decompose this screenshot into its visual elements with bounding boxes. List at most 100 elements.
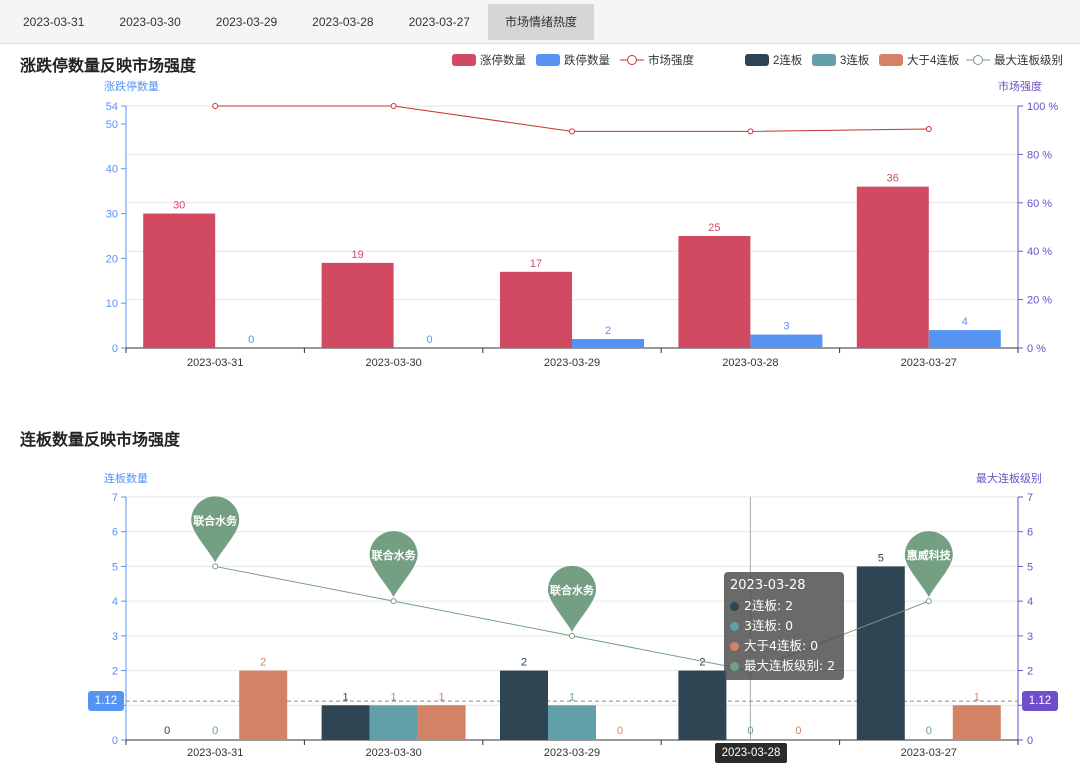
y-tick-right-label: 3: [1027, 631, 1033, 643]
legend-label: 跌停数量: [564, 53, 610, 67]
chart2-title: 连板数量反映市场强度: [20, 430, 181, 449]
x-tick-label: 2023-03-29: [544, 357, 600, 369]
line-point: [569, 632, 575, 639]
y-tick-label: 5: [112, 561, 118, 573]
bar-大于4连板: [239, 670, 288, 740]
bar-2连板: [500, 670, 548, 740]
line-point: [390, 103, 397, 109]
bar-label: 0: [248, 334, 254, 346]
bar-3连板: [369, 705, 418, 740]
y-tick-right-label: 40 %: [1027, 246, 1052, 258]
tooltip-dot: [730, 662, 739, 671]
legend-label: 大于4连板: [907, 53, 960, 67]
legend-label: 3连板: [840, 53, 870, 67]
bar-label: 1: [439, 691, 445, 703]
x-tick-label: 2023-03-31: [187, 357, 243, 369]
tab-4[interactable]: 2023-03-27: [408, 14, 470, 29]
line-point: [925, 598, 932, 605]
bar-2连板: [321, 705, 370, 740]
y-tick-right-label: 5: [1027, 561, 1033, 573]
map-pin-marker: [369, 531, 418, 598]
axis-pointer-y-left-label: 1.12: [88, 691, 124, 711]
tooltip-row-label: 3连板: 0: [744, 618, 794, 633]
bar-label: 30: [173, 200, 185, 212]
bar-label: 36: [887, 173, 899, 185]
bar-2连板: [678, 670, 727, 740]
y-tick-label: 30: [106, 209, 118, 221]
line-point: [212, 103, 219, 109]
y-tick-right-label: 2: [1027, 666, 1033, 678]
tab-1[interactable]: 2023-03-30: [119, 14, 181, 29]
bar-label: 2: [260, 657, 266, 669]
legend-item[interactable]: 跌停数量: [536, 53, 610, 67]
line-point: [212, 563, 219, 570]
legend-item[interactable]: 最大连板级别: [966, 53, 1063, 67]
bar-label: 0: [795, 725, 801, 737]
bar-跌停数量: [750, 334, 823, 348]
tab-3[interactable]: 2023-03-28: [312, 14, 374, 29]
tab-bar: 2023-03-31 2023-03-30 2023-03-29 2023-03-28…: [0, 0, 1080, 44]
y-tick-label: 3: [112, 631, 118, 643]
bar-跌停数量: [928, 330, 1001, 348]
axis-pointer-y-right-label: 1.12: [1022, 691, 1058, 711]
bar-label: 3: [783, 321, 789, 333]
legend-label: 最大连板级别: [994, 53, 1063, 67]
line-point: [747, 128, 754, 135]
map-pin-marker: [191, 496, 240, 563]
bar-label: 0: [427, 334, 433, 346]
tab-5[interactable]: 市场情绪热度: [487, 3, 594, 40]
x-tick-label: 2023-03-30: [365, 747, 421, 759]
bar-涨停数量: [500, 271, 572, 348]
tooltip-dot: [730, 642, 739, 651]
y-tick-label: 7: [112, 492, 118, 504]
y-tick-right-label: 4: [1027, 596, 1033, 608]
x-tick-label: 2023-03-28: [722, 357, 778, 369]
bar-label: 19: [351, 249, 363, 261]
tooltip-row: 大于4连板: 0: [730, 636, 838, 656]
legend-item[interactable]: 2连板: [745, 53, 803, 67]
tab-2[interactable]: 2023-03-29: [215, 14, 278, 29]
bar-label: 4: [962, 316, 968, 328]
y-tick-right-label: 0 %: [1027, 343, 1046, 355]
y-axis-right-label: 市场强度: [998, 79, 1042, 93]
tooltip-row-label: 2连板: 2: [744, 598, 794, 613]
y-tick-label: 4: [112, 596, 118, 608]
y-tick-label: 20: [106, 253, 118, 265]
tooltip-row: 3连板: 0: [730, 616, 838, 636]
bar-label: 17: [530, 258, 542, 270]
bar-label: 0: [747, 725, 753, 737]
y-tick-right-label: 7: [1027, 492, 1033, 504]
y-tick-right-label: 20 %: [1027, 295, 1052, 307]
x-tick-label: 2023-03-30: [365, 357, 421, 369]
chart-tooltip: 2023-03-28 2连板: 2 3连板: 0 大于4连板: 0 最大连板级别: 2: [724, 572, 844, 680]
legend-item[interactable]: 大于4连板: [879, 53, 960, 67]
bar-label: 0: [212, 725, 218, 737]
tooltip-row: 2连板: 2: [730, 596, 838, 616]
marker-label: 联合水务: [193, 513, 238, 527]
bar-label: 0: [617, 725, 623, 737]
bar-跌停数量: [572, 339, 644, 348]
marker-label: 惠威科技: [907, 548, 952, 562]
legend-item[interactable]: 市场强度: [620, 53, 694, 67]
y-tick-label: 50: [106, 119, 118, 131]
x-tick-label: 2023-03-31: [187, 747, 243, 759]
bar-label: 1: [974, 691, 980, 703]
bar-label: 1: [391, 691, 397, 703]
y-axis-left-label: 连板数量: [104, 471, 148, 485]
legend-label: 市场强度: [648, 53, 694, 67]
map-pin-marker: [548, 565, 596, 632]
bar-2连板: [856, 566, 905, 740]
legend-item[interactable]: 涨停数量: [452, 53, 526, 67]
bar-涨停数量: [678, 235, 751, 348]
x-tick-label: 2023-03-27: [901, 357, 957, 369]
legend-item[interactable]: 3连板: [812, 53, 870, 67]
tab-0[interactable]: 2023-03-31: [23, 14, 85, 29]
bar-涨停数量: [856, 186, 929, 348]
y-tick-right-label: 6: [1027, 527, 1033, 539]
bar-label: 0: [164, 725, 170, 737]
tooltip-row: 最大连板级别: 2: [730, 656, 838, 676]
y-tick-label: 10: [106, 298, 118, 310]
y-tick-right-label: 100 %: [1027, 101, 1058, 113]
